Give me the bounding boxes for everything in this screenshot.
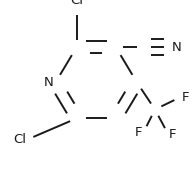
Text: Cl: Cl — [70, 0, 83, 7]
Text: N: N — [44, 76, 54, 89]
Text: Cl: Cl — [13, 133, 26, 146]
Text: F: F — [169, 128, 177, 141]
Text: N: N — [172, 41, 182, 54]
Text: F: F — [135, 126, 142, 139]
Text: F: F — [182, 90, 189, 104]
